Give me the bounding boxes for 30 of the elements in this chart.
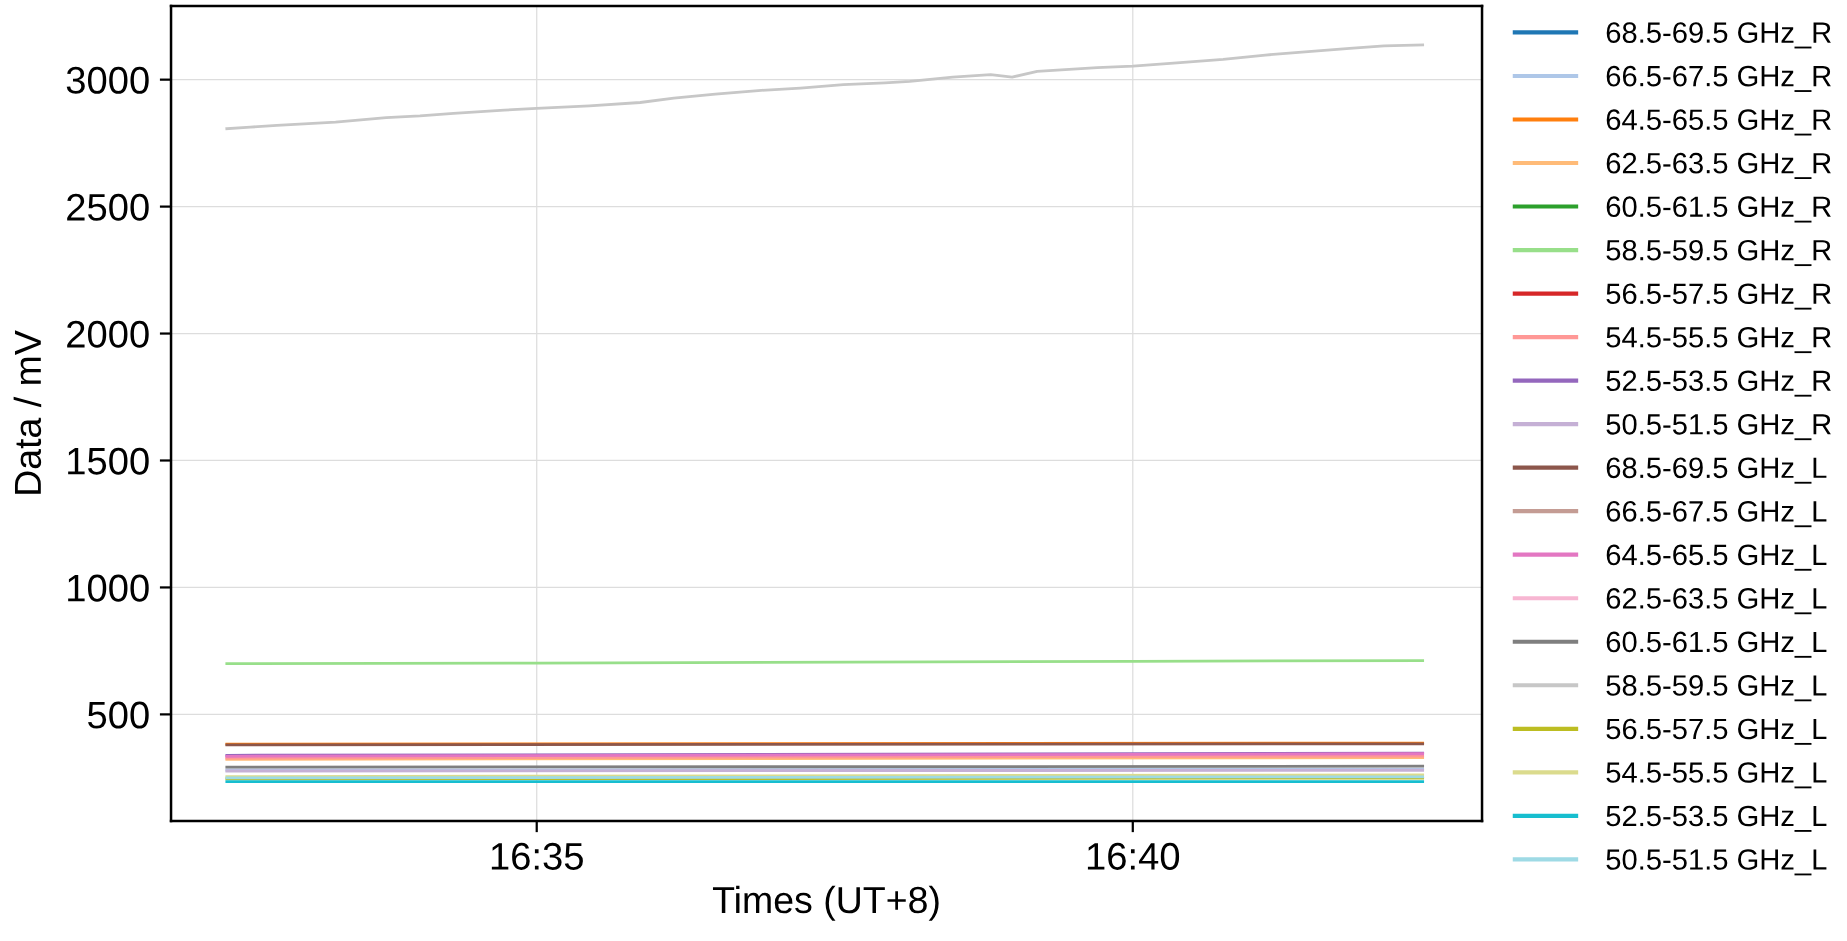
y-tick-label: 1500 (68, 447, 149, 475)
legend-label: 50.5-51.5 GHz_R (1606, 413, 1831, 441)
legend-label: 64.5-65.5 GHz_L (1606, 544, 1827, 571)
legend-label: 64.5-65.5 GHz_R (1606, 109, 1831, 136)
y-tick-label: 2000 (67, 320, 149, 348)
legend-label: 66.5-67.5 GHz_R (1606, 65, 1831, 92)
legend-label: 52.5-53.5 GHz_L (1606, 805, 1827, 832)
legend-label: 62.5-63.5 GHz_R (1606, 152, 1831, 180)
y-axis-title: Data / mV (13, 330, 42, 494)
legend-label: 54.5-55.5 GHz_R (1606, 326, 1831, 354)
legend-label: 50.5-51.5 GHz_L (1606, 849, 1827, 876)
legend-label: 56.5-57.5 GHz_L (1606, 718, 1827, 745)
legend-label: 52.5-53.5 GHz_R (1606, 370, 1831, 397)
y-tick-label: 3000 (66, 66, 149, 94)
y-tick-label: 500 (88, 701, 149, 729)
legend-label: 66.5-67.5 GHz_L (1606, 501, 1827, 528)
legend-label: 62.5-63.5 GHz_L (1606, 588, 1827, 615)
legend-label: 60.5-61.5 GHz_L (1606, 631, 1827, 658)
y-tick-label: 2500 (67, 193, 149, 221)
legend-label: 68.5-69.5 GHz_R (1606, 22, 1831, 49)
x-tick-label: 16:40 (1087, 842, 1180, 870)
legend-label: 58.5-59.5 GHz_L (1606, 675, 1827, 702)
x-tick-label: 16:35 (491, 842, 583, 870)
legend-label: 58.5-59.5 GHz_R (1606, 239, 1831, 267)
y-tick-label: 1000 (68, 574, 149, 602)
legend-label: 68.5-69.5 GHz_L (1606, 457, 1827, 484)
legend-label: 56.5-57.5 GHz_R (1606, 283, 1831, 310)
legend-label: 60.5-61.5 GHz_R (1606, 196, 1831, 223)
legend-label: 54.5-55.5 GHz_L (1606, 762, 1827, 789)
x-axis-title: Times (UT+8) (712, 885, 939, 921)
